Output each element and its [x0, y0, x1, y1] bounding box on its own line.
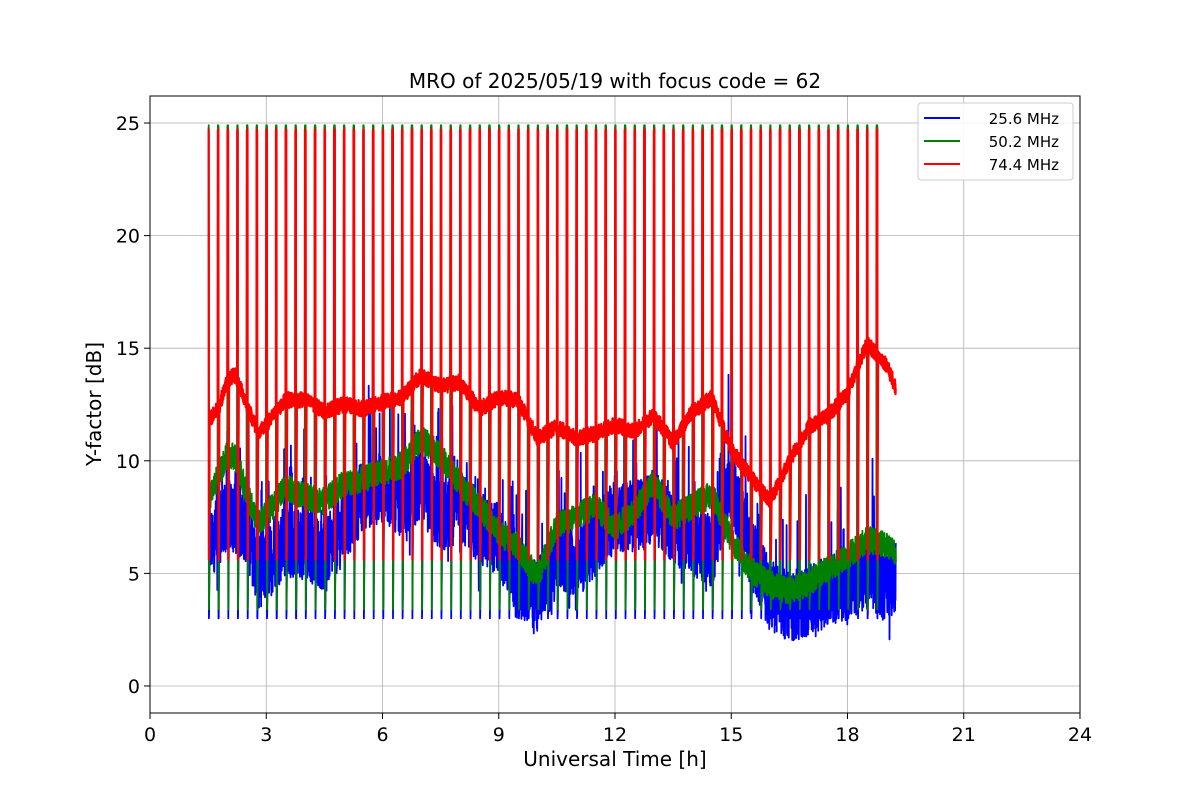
legend-label: 74.4 MHz — [989, 156, 1059, 174]
x-tick-label: 6 — [376, 724, 388, 746]
x-tick-label: 21 — [952, 724, 976, 746]
y-tick-label: 0 — [128, 676, 140, 698]
x-axis-ticks: 0 3 6 9 12 15 18 21 24 — [144, 713, 1092, 746]
x-tick-label: 0 — [144, 724, 156, 746]
plot-series — [207, 124, 897, 642]
y-axis-label: Y-factor [dB] — [82, 342, 106, 467]
y-axis-ticks: 0 5 10 15 20 25 — [116, 113, 150, 698]
x-tick-label: 12 — [603, 724, 627, 746]
series-line-3 — [207, 128, 897, 562]
legend-box — [917, 102, 1074, 181]
y-tick-label: 20 — [116, 226, 140, 248]
legend-label: 25.6 MHz — [989, 110, 1059, 128]
series-line-1 — [207, 126, 897, 642]
legend-label: 50.2 MHz — [989, 133, 1059, 151]
series-line-2 — [207, 124, 897, 611]
y-tick-label: 25 — [116, 113, 140, 135]
y-tick-label: 10 — [116, 451, 140, 473]
x-axis-label: Universal Time [h] — [523, 747, 706, 771]
chart-title: MRO of 2025/05/19 with focus code = 62 — [409, 69, 821, 93]
x-tick-label: 3 — [260, 724, 272, 746]
x-tick-label: 15 — [719, 724, 743, 746]
x-tick-label: 9 — [493, 724, 505, 746]
y-tick-label: 5 — [128, 563, 140, 585]
legend: 25.6 MHz 50.2 MHz 74.4 MHz — [917, 102, 1074, 181]
x-tick-label: 24 — [1068, 724, 1092, 746]
y-tick-label: 15 — [116, 338, 140, 360]
x-tick-label: 18 — [835, 724, 859, 746]
